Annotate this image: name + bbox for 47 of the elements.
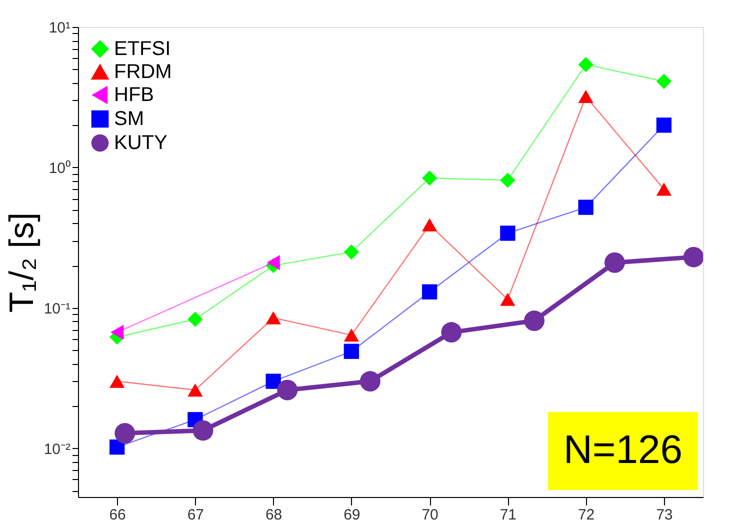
x-tick-label: 68 <box>265 506 282 524</box>
legend-label: HFB <box>114 84 154 106</box>
point <box>360 371 380 392</box>
point <box>344 328 360 342</box>
legend-label: SM <box>114 108 144 130</box>
point <box>188 383 203 397</box>
x-tick-label: 71 <box>500 506 517 524</box>
point <box>656 118 672 133</box>
point <box>524 310 544 331</box>
point <box>578 57 594 72</box>
annotation: N=126 <box>564 428 682 472</box>
point <box>109 374 125 388</box>
point <box>192 420 214 441</box>
point <box>422 284 438 300</box>
point <box>344 244 360 260</box>
x-tick-label: 66 <box>109 506 126 524</box>
point <box>344 344 360 359</box>
point <box>422 170 438 186</box>
legend-label: FRDM <box>114 61 172 83</box>
legend-label: KUTY <box>114 132 168 154</box>
point <box>266 374 281 389</box>
point <box>604 252 625 273</box>
x-tick-label: 72 <box>578 506 595 524</box>
x-tick-label: 70 <box>422 506 438 524</box>
point <box>277 380 298 400</box>
legend-label: ETFSI <box>114 38 171 60</box>
point <box>188 312 203 327</box>
point <box>656 74 672 89</box>
point <box>578 200 594 215</box>
point <box>656 182 672 196</box>
x-tick-label: 73 <box>656 506 673 524</box>
y-tick-label: 10⁰ <box>48 160 70 177</box>
y-axis-title: T₁/₂ [s] <box>2 212 41 313</box>
y-tick-label: 10⁻² <box>44 440 70 458</box>
point <box>500 292 516 306</box>
y-tick-label: 10¹ <box>48 20 70 36</box>
point <box>500 226 516 241</box>
point <box>683 246 703 268</box>
point <box>578 90 594 104</box>
point <box>114 423 136 444</box>
x-tick-label: 67 <box>187 506 204 524</box>
point <box>422 218 438 232</box>
point <box>500 172 516 188</box>
x-tick-label: 69 <box>344 506 360 524</box>
point <box>441 322 462 343</box>
point <box>266 311 281 324</box>
y-tick-label: 10⁻¹ <box>44 300 70 318</box>
